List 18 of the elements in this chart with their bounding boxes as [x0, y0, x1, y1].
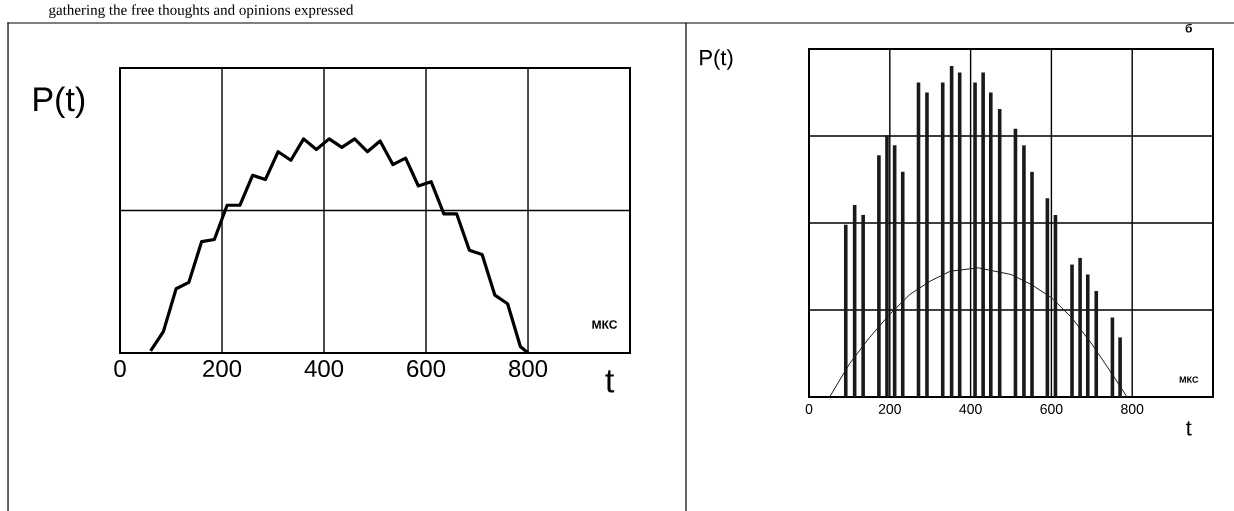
annotation: МКС — [592, 320, 618, 329]
x-tick-label: 200 — [878, 404, 901, 414]
x-tick-label: 600 — [407, 360, 446, 378]
x-tick-label: 800 — [1121, 404, 1144, 414]
y-axis-title: P(t) — [700, 49, 733, 70]
x-tick-label: 0 — [805, 404, 813, 414]
text: б — [1185, 23, 1192, 33]
text: gathering the free thoughts and opinions expressed — [49, 4, 354, 19]
x-tick-label: 200 — [203, 360, 242, 378]
x-tick-label: 600 — [1040, 404, 1063, 414]
x-tick-label: 800 — [509, 360, 548, 378]
y-axis-title: P(t) — [34, 86, 85, 119]
annotation: МКС — [1179, 376, 1199, 383]
x-tick-label: 0 — [114, 360, 126, 378]
x-axis-title: t — [605, 370, 615, 393]
x-tick-label: 400 — [959, 404, 982, 414]
x-axis-title: t — [1186, 421, 1192, 436]
x-tick-label: 400 — [304, 360, 344, 378]
